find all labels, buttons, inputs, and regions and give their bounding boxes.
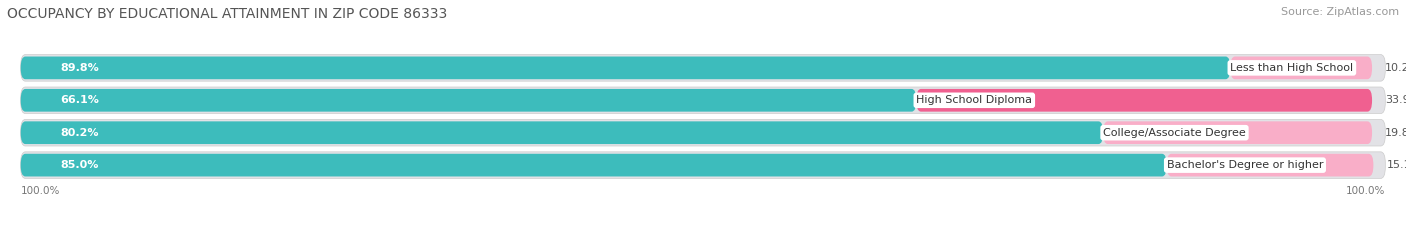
FancyBboxPatch shape bbox=[21, 121, 1104, 144]
Text: Less than High School: Less than High School bbox=[1230, 63, 1354, 73]
FancyBboxPatch shape bbox=[917, 89, 1372, 112]
Text: 100.0%: 100.0% bbox=[21, 186, 60, 196]
FancyBboxPatch shape bbox=[21, 120, 1385, 146]
Text: 33.9%: 33.9% bbox=[1385, 95, 1406, 105]
FancyBboxPatch shape bbox=[21, 154, 1167, 176]
FancyBboxPatch shape bbox=[21, 152, 1385, 178]
Text: High School Diploma: High School Diploma bbox=[917, 95, 1032, 105]
Text: 10.2%: 10.2% bbox=[1385, 63, 1406, 73]
Text: 15.1%: 15.1% bbox=[1386, 160, 1406, 170]
FancyBboxPatch shape bbox=[1104, 121, 1372, 144]
Text: 19.8%: 19.8% bbox=[1385, 128, 1406, 138]
Text: Bachelor's Degree or higher: Bachelor's Degree or higher bbox=[1167, 160, 1323, 170]
FancyBboxPatch shape bbox=[21, 89, 917, 112]
Text: 89.8%: 89.8% bbox=[60, 63, 100, 73]
Text: 80.2%: 80.2% bbox=[60, 128, 98, 138]
FancyBboxPatch shape bbox=[21, 55, 1385, 81]
Text: Source: ZipAtlas.com: Source: ZipAtlas.com bbox=[1281, 7, 1399, 17]
Text: 66.1%: 66.1% bbox=[60, 95, 100, 105]
FancyBboxPatch shape bbox=[1230, 57, 1372, 79]
Text: OCCUPANCY BY EDUCATIONAL ATTAINMENT IN ZIP CODE 86333: OCCUPANCY BY EDUCATIONAL ATTAINMENT IN Z… bbox=[7, 7, 447, 21]
FancyBboxPatch shape bbox=[1167, 154, 1374, 176]
Text: 85.0%: 85.0% bbox=[60, 160, 98, 170]
Text: College/Associate Degree: College/Associate Degree bbox=[1104, 128, 1246, 138]
FancyBboxPatch shape bbox=[21, 87, 1385, 113]
Text: 100.0%: 100.0% bbox=[1346, 186, 1385, 196]
FancyBboxPatch shape bbox=[21, 57, 1230, 79]
